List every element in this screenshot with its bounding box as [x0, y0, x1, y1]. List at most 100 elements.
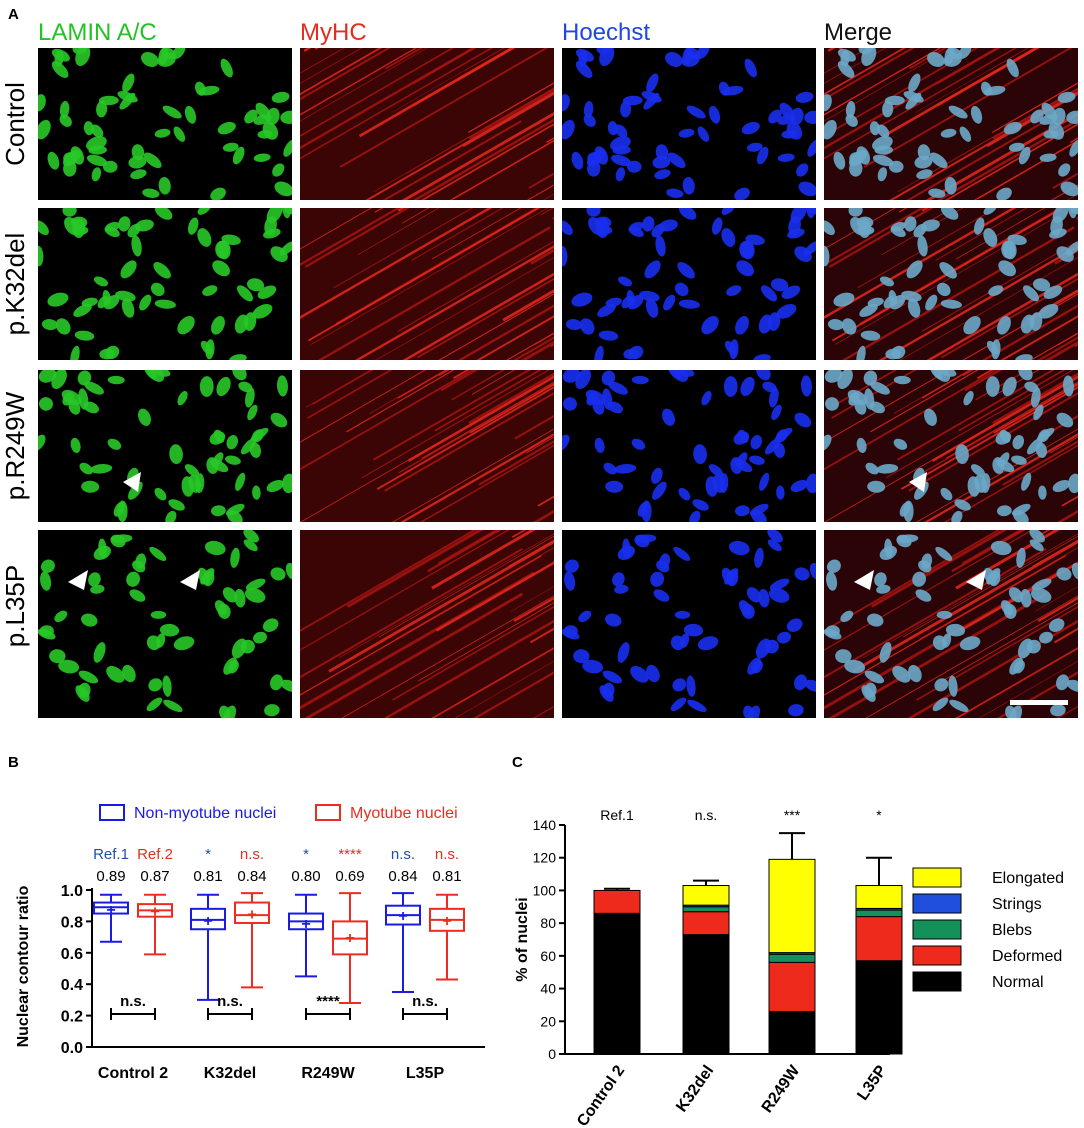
box-control-2-non-myotube: +	[93, 893, 129, 943]
micrograph-hoechst-row-1	[562, 48, 816, 200]
median-value-label: 0.80	[291, 868, 320, 885]
y-tick-label: 80	[540, 915, 556, 931]
panel-a-letter: A	[8, 6, 19, 23]
significance-label: ***	[784, 807, 801, 823]
bar-r249w-blebs	[768, 953, 816, 963]
micrograph-myhc-row-4	[300, 530, 554, 718]
y-tick-label: 20	[540, 1013, 556, 1029]
micrograph-lamin-row-3	[38, 370, 292, 522]
box-r249w-myotube: +	[332, 892, 368, 1005]
legend-label-elongated: Elongated	[992, 870, 1064, 887]
significance-label: Ref.2	[137, 846, 173, 863]
bar-k32del-elongated	[682, 885, 730, 906]
box-r249w-non-myotube: +	[288, 893, 324, 978]
box-l35p-myotube: +	[429, 893, 465, 981]
median-value-label: 0.84	[388, 868, 417, 885]
legend-swatch-strings	[912, 893, 962, 914]
x-tick-label: L35P	[406, 1065, 445, 1082]
micrograph-merge-row-3	[824, 370, 1078, 522]
bar-control-2-deformed	[593, 889, 641, 914]
significance-label: n.s.	[695, 807, 718, 823]
legend-swatch-blebs	[912, 919, 962, 940]
bar-r249w-normal	[768, 1010, 816, 1055]
micrograph-merge-row-2	[824, 208, 1078, 360]
significance-label: n.s.	[391, 846, 415, 863]
svg-text:+: +	[106, 902, 115, 919]
col-header-myhc: MyHC	[300, 19, 367, 46]
svg-text:+: +	[203, 913, 212, 930]
legend-swatch-deformed	[912, 945, 962, 966]
col-header-lamin: LAMIN A/C	[38, 19, 157, 46]
bar-r249w-elongated	[768, 858, 816, 954]
box-control-2-myotube: +	[137, 893, 173, 956]
x-tick-label: K32del	[204, 1065, 256, 1082]
legend-label-blebs: Blebs	[992, 922, 1032, 939]
y-tick-label: 0	[548, 1046, 556, 1062]
stacked-bar-chart: 0 20 40 60 80 100 120 140 % of nuclei Control 2 Re…	[514, 807, 1064, 1128]
micrograph-lamin-row-4	[38, 530, 292, 718]
row-label-r249w: p.R249W	[0, 391, 30, 501]
bar-r249w-deformed	[768, 961, 816, 1012]
median-value-label: 0.84	[237, 868, 266, 885]
significance-label: Ref.1	[600, 807, 634, 823]
y-tick-label: 1.0	[61, 883, 83, 900]
bracket-label: n.s.	[412, 993, 438, 1010]
col-header-hoechst: Hoechst	[562, 19, 651, 46]
svg-text:+: +	[150, 903, 159, 920]
bracket-label: ****	[316, 993, 340, 1010]
median-value-label: 0.87	[140, 868, 169, 885]
bracket-label: n.s.	[217, 993, 243, 1010]
x-tick-label: R249W	[301, 1065, 355, 1082]
x-tick-label: K32del	[673, 1063, 717, 1116]
y-tick-label: 60	[540, 948, 556, 964]
y-axis-label: Nuclear contour ratio	[15, 885, 32, 1047]
y-tick-label: 140	[533, 817, 557, 833]
micrograph-hoechst-row-4	[562, 530, 816, 718]
y-tick-label: 0.4	[61, 977, 83, 994]
legend-swatch-normal	[912, 971, 962, 992]
bar-l35p-normal	[855, 960, 903, 1055]
box-k32del-myotube: +	[234, 892, 270, 989]
significance-label: *	[303, 846, 309, 863]
significance-label: *	[205, 846, 211, 863]
y-tick-label: 120	[533, 850, 557, 866]
micrograph-hoechst-row-3	[562, 370, 816, 522]
panel-b-letter: B	[8, 754, 19, 771]
svg-text:+: +	[398, 908, 407, 925]
median-value-label: 0.89	[96, 868, 125, 885]
box-k32del-non-myotube: +	[190, 893, 226, 1001]
micrograph-lamin-row-2	[38, 208, 292, 360]
panel-c-letter: C	[512, 754, 523, 771]
legend-label-strings: Strings	[992, 896, 1042, 913]
bar-k32del-normal	[682, 934, 730, 1055]
legend-label-myotube: Myotube nuclei	[350, 805, 458, 822]
y-tick-label: 0.0	[61, 1040, 83, 1057]
row-label-l35p: p.L35P	[0, 564, 30, 648]
y-tick-label: 0.2	[61, 1009, 83, 1026]
x-tick-label: Control 2	[98, 1065, 168, 1082]
bracket-label: n.s.	[120, 993, 146, 1010]
legend-label-normal: Normal	[992, 974, 1044, 991]
bar-control-2-normal	[593, 912, 641, 1055]
micrograph-hoechst-row-2	[562, 208, 816, 360]
x-tick-label: R249W	[759, 1062, 804, 1116]
legend-label-deformed: Deformed	[992, 948, 1062, 965]
legend-swatch-elongated	[912, 867, 962, 888]
col-header-merge: Merge	[824, 19, 893, 46]
x-tick-label: Control 2	[574, 1062, 628, 1128]
significance-label: *	[876, 807, 882, 823]
row-label-control: Control	[0, 82, 30, 166]
svg-text:+: +	[442, 913, 451, 930]
bar-l35p-deformed	[855, 916, 903, 962]
y-axis-label: % of nuclei	[514, 897, 531, 981]
median-value-label: 0.81	[193, 868, 222, 885]
svg-text:+: +	[301, 916, 310, 933]
significance-label: ****	[338, 846, 362, 863]
box-plot-chart: Non-myotube nuclei Myotube nuclei 0.0 0.2 0.…	[15, 804, 485, 1082]
micrograph-myhc-row-2	[300, 208, 554, 360]
significance-label: n.s.	[240, 846, 264, 863]
legend-swatch-non-myotube	[99, 804, 125, 821]
y-tick-label: 0.6	[61, 946, 83, 963]
micrograph-lamin-row-1	[38, 48, 292, 200]
significance-label: Ref.1	[93, 846, 129, 863]
